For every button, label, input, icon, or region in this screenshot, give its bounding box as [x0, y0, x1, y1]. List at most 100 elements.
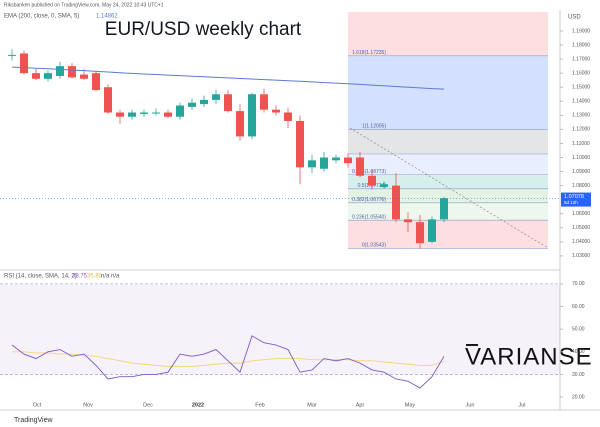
y-tick-label: 1.09000 — [572, 169, 590, 175]
candle-body — [404, 219, 412, 223]
rsi-value: 38.75 — [72, 274, 88, 280]
y-tick-label: 20.00 — [572, 394, 585, 400]
candle-body — [320, 157, 328, 169]
fib-label: 0.382(1.06776) — [352, 197, 386, 203]
candle-body — [56, 66, 64, 76]
last-price-box — [561, 192, 591, 207]
chart-title: EUR/USD weekly chart — [105, 19, 302, 40]
y-tick-label: 1.05000 — [572, 225, 590, 231]
candle-body — [284, 112, 292, 121]
candle-body — [92, 73, 100, 91]
candle-body — [8, 54, 16, 56]
y-tick-label: 1.12000 — [572, 127, 590, 133]
candle-body — [440, 198, 448, 220]
candle-body — [152, 112, 160, 114]
y-tick-label: 1.10000 — [572, 155, 590, 161]
watermark: VARIANSE — [465, 343, 593, 370]
candle-body — [236, 111, 244, 137]
candle-body — [272, 109, 280, 113]
header: Riksbanken published on TradingView.com,… — [4, 2, 164, 8]
candle-body — [128, 112, 136, 117]
y-tick-label: 1.13000 — [572, 113, 590, 119]
x-tick-label: Mar — [307, 402, 317, 408]
countdown-label: 5d 12h — [564, 200, 578, 205]
candle-body — [380, 184, 388, 188]
rsi-ma-line — [12, 351, 445, 367]
x-tick-label: Jul — [518, 402, 525, 408]
fib-zone — [348, 220, 548, 249]
x-tick-label: Nov — [83, 402, 93, 408]
y-tick-label: 1.03000 — [572, 253, 590, 259]
indicator-value: 1.14862 — [96, 14, 118, 20]
candle-body — [32, 73, 40, 79]
candle-body — [68, 66, 76, 78]
y-tick-label: 50.00 — [572, 326, 585, 332]
y-tick-label: 1.15000 — [572, 85, 590, 91]
y-tick-label: 1.19000 — [572, 28, 590, 34]
candle-body — [80, 74, 88, 79]
candle-body — [332, 157, 340, 161]
currency: USD — [568, 15, 581, 21]
fib-zone — [348, 129, 548, 154]
y-tick-label: 1.16000 — [572, 70, 590, 76]
candle-body — [392, 185, 400, 220]
candle-body — [200, 99, 208, 105]
fib-label: 1.618(1.17235) — [352, 50, 386, 56]
y-tick-label: 60.00 — [572, 304, 585, 310]
candle-body — [416, 222, 424, 244]
x-tick-label: Oct — [33, 402, 42, 408]
candle-body — [104, 87, 112, 113]
y-tick-label: 30.00 — [572, 372, 585, 378]
candle-body — [116, 112, 124, 117]
candle-body — [224, 94, 232, 112]
candle-body — [260, 94, 268, 110]
fib-zone — [348, 174, 548, 189]
candle-body — [248, 94, 256, 137]
candle-body — [44, 73, 52, 79]
rsi-title: RSI (14, close, SMA, 14, 2) — [4, 274, 77, 280]
x-tick-label: Apr — [356, 402, 365, 408]
rsi-ma-value: 35.80 — [87, 274, 103, 280]
trend-line — [349, 127, 549, 249]
x-tick-label: May — [405, 402, 416, 408]
fib-label: 0.618(1.08773) — [352, 169, 386, 175]
candle-body — [368, 175, 376, 186]
fib-zone — [348, 153, 548, 175]
y-tick-label: 1.04000 — [572, 239, 590, 245]
candle-body — [356, 157, 364, 176]
x-tick-label: Dec — [143, 402, 153, 408]
y-tick-label: 1.18000 — [572, 42, 590, 48]
candle-body — [212, 94, 220, 100]
fib-zone — [348, 12, 548, 56]
rsi-band — [0, 283, 560, 375]
y-tick-label: 70.00 — [572, 281, 585, 287]
rsi-line — [11, 335, 445, 389]
last-price-label: 1.07078 — [564, 194, 584, 200]
ema-line — [11, 66, 445, 90]
candle-body — [140, 112, 148, 114]
fib-label: 0(1.03543) — [362, 243, 387, 249]
y-tick-label: 1.11000 — [572, 141, 590, 147]
footer: TradingView — [14, 417, 53, 424]
x-tick-label: Feb — [255, 402, 264, 408]
y-tick-label: 1.14000 — [572, 99, 590, 105]
candle-body — [296, 120, 304, 168]
y-tick-label: 1.08000 — [572, 183, 590, 189]
rsi-na: n/a n/a — [101, 274, 120, 280]
indicator-label: EMA (200, close, 0, SMA, 5) — [4, 14, 79, 20]
y-tick-label: 1.17000 — [572, 56, 590, 62]
x-tick-label: 2022 — [192, 402, 204, 408]
y-tick-label: 1.06000 — [572, 211, 590, 217]
candle-body — [428, 219, 436, 242]
candle-body — [176, 105, 184, 117]
candle-body — [188, 102, 196, 107]
x-tick-label: Jun — [466, 402, 475, 408]
fib-zone — [348, 55, 548, 130]
candle-body — [308, 160, 316, 168]
fib-label: 0.236(1.05540) — [352, 215, 386, 221]
y-tick-label: 40.00 — [572, 349, 585, 355]
candle-body — [344, 157, 352, 164]
candle-body — [164, 112, 172, 117]
candle-body — [20, 53, 28, 74]
